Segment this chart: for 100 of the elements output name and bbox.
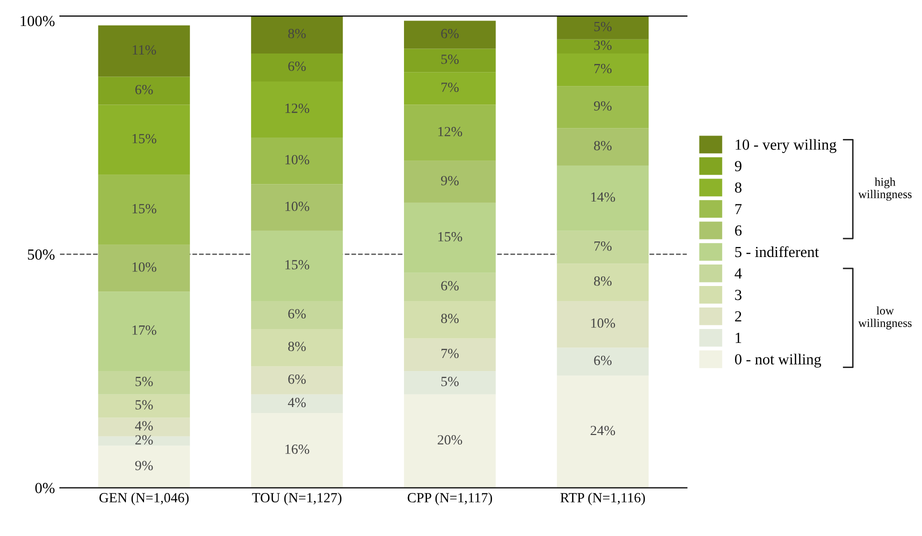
bar [251, 81, 343, 138]
bar [98, 25, 190, 77]
bar [556, 300, 649, 348]
data-label: 8% [594, 276, 612, 286]
data-label: 17% [132, 325, 156, 335]
data-label: 5% [441, 54, 459, 64]
bar [98, 394, 190, 418]
data-label: 6% [594, 356, 612, 366]
legend-label: 1 [736, 332, 742, 343]
bar [556, 53, 649, 86]
bar [404, 338, 496, 372]
data-label: 12% [285, 104, 310, 114]
bar [251, 300, 343, 329]
bar [404, 394, 496, 488]
data-label: 6% [288, 62, 306, 71]
bar [404, 20, 496, 49]
data-label: 20% [438, 435, 462, 445]
data-label: 3% [594, 40, 612, 50]
bar [251, 413, 343, 488]
data-label: 10% [591, 318, 616, 328]
y-tick-label: 50% [28, 249, 55, 260]
data-label: 15% [438, 232, 462, 242]
legend-label: 6 [735, 225, 742, 236]
data-label: 6% [441, 281, 459, 290]
bar [98, 292, 190, 372]
legend-label: 7 [735, 204, 742, 214]
bar [98, 174, 190, 245]
bar [556, 348, 649, 376]
bar [98, 244, 190, 292]
data-label: 2% [135, 435, 153, 445]
bar [404, 272, 496, 301]
bar [556, 39, 649, 54]
legend-label: 5 - indifferent [735, 246, 819, 258]
text: high willingness [858, 178, 912, 201]
y-tick-label: 100% [20, 16, 55, 26]
data-label: 11% [132, 45, 156, 55]
legend-label: 4 [734, 268, 742, 278]
data-label: 8% [288, 342, 306, 352]
data-label: 24% [590, 426, 616, 436]
y-tick-label: 0% [35, 482, 55, 494]
bar [251, 16, 343, 54]
bar [251, 230, 343, 301]
bar [556, 166, 649, 231]
bar [251, 394, 343, 414]
data-label: 15% [132, 204, 156, 214]
data-label: 5% [136, 400, 153, 410]
data-label: 7% [442, 82, 459, 92]
bar [251, 366, 343, 394]
bar [251, 138, 343, 184]
bar [98, 446, 190, 488]
legend-label: 8 [734, 182, 742, 193]
data-label: 10% [285, 154, 310, 164]
data-label: 9% [594, 101, 612, 111]
data-label: 5% [136, 376, 153, 386]
legend-label: 10 - very willing [736, 139, 836, 153]
data-label: 8% [594, 140, 612, 150]
bar [404, 104, 496, 161]
bar [251, 53, 343, 82]
data-label: 4% [288, 398, 306, 408]
bar [98, 418, 190, 436]
bar [98, 436, 190, 446]
bar [404, 202, 496, 273]
bar [556, 376, 649, 488]
data-label: 6% [441, 28, 459, 38]
bar [556, 128, 649, 166]
data-label: 8% [441, 314, 459, 324]
data-label: 6% [135, 84, 153, 94]
bar [98, 371, 190, 394]
text: low willingness [858, 306, 912, 330]
data-label: 10% [132, 262, 156, 272]
data-label: 8% [288, 28, 306, 38]
data-label: 14% [591, 192, 616, 202]
data-label: 15% [132, 134, 156, 144]
bar [98, 104, 190, 175]
data-label: 9% [441, 176, 459, 186]
bar [251, 328, 343, 366]
legend-label: 2 [735, 311, 742, 322]
data-label: 4% [135, 421, 153, 431]
x-tick-label: TOU (N=1,127) [252, 492, 342, 506]
data-label: 9% [135, 460, 153, 470]
data-label: 7% [594, 64, 612, 74]
x-tick-label: RTP (N=1,116) [560, 492, 645, 506]
data-label: 5% [441, 376, 459, 386]
bar [404, 48, 496, 72]
bar [404, 371, 496, 394]
x-tick-label: GEN (N=1,046) [99, 492, 189, 506]
bar [404, 300, 496, 338]
bar [556, 264, 649, 301]
data-label: 16% [285, 444, 310, 454]
bar [98, 76, 190, 105]
bar [556, 16, 649, 40]
data-label: 5% [594, 22, 612, 32]
data-label: 15% [285, 260, 310, 270]
data-label: 10% [285, 202, 310, 212]
data-label: 6% [288, 374, 306, 384]
legend-label: 0 - not willing [734, 354, 822, 368]
bar [251, 184, 343, 231]
bar [404, 160, 496, 203]
legend-label: 3 [735, 290, 742, 300]
data-label: 12% [438, 126, 462, 136]
